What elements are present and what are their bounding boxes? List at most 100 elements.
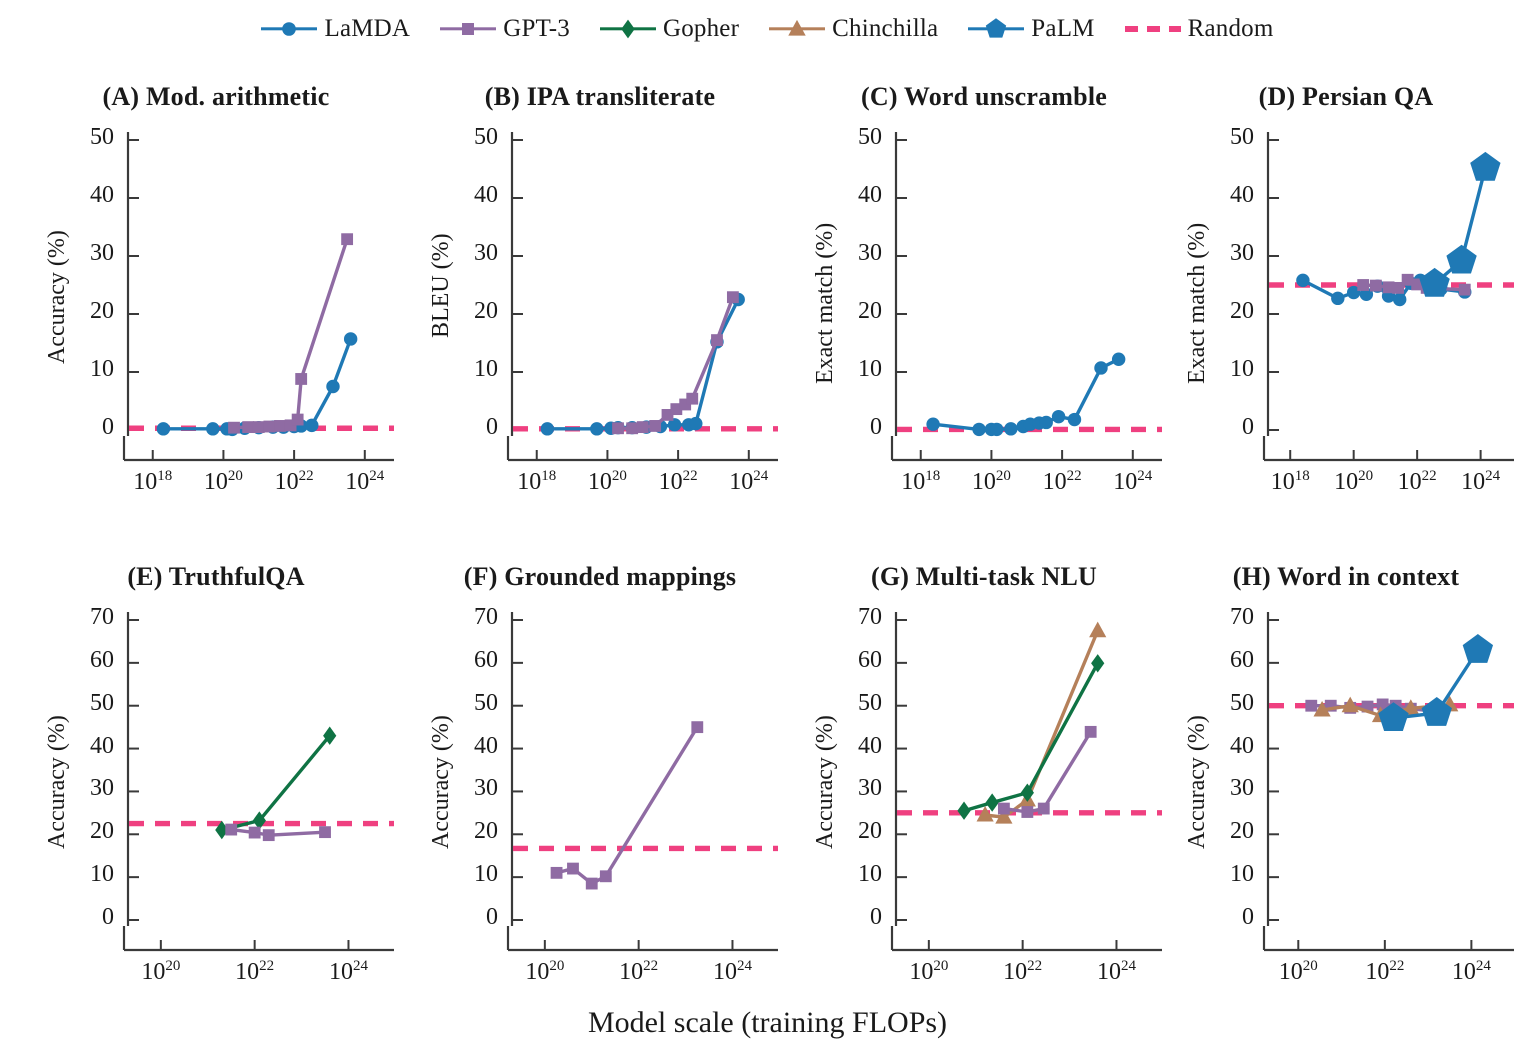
x-tick-label: 1022 — [274, 468, 314, 495]
y-tick-label: 20 — [1230, 298, 1254, 324]
legend-item-label: LaMDA — [324, 15, 411, 42]
x-tick-label: 1024 — [712, 958, 752, 985]
y-tick-label: 0 — [870, 414, 882, 440]
legend-item-gpt-3[interactable]: GPT-3 — [440, 15, 570, 43]
x-tick-label: 1024 — [1113, 468, 1153, 495]
series-gopher — [957, 654, 1105, 820]
panel-title: (E) TruthfulQA — [127, 562, 305, 591]
y-tick-label: 50 — [90, 124, 114, 150]
y-tick-label: 60 — [474, 646, 498, 673]
y-tick-label: 20 — [858, 818, 882, 845]
y-tick-label: 60 — [90, 646, 114, 673]
panel-plot-area — [1262, 132, 1514, 462]
panel-e: (E) TruthfulQA 0 10 20 30 40 50 60 70 1020 1022 102… — [20, 562, 412, 1002]
panel-ylabel: Accuracy (%) — [812, 715, 838, 850]
panel-a: (A) Mod. arithmetic 0 10 20 30 40 50 1018 1020 10… — [20, 82, 412, 507]
legend-item-palm[interactable]: PaLM — [968, 15, 1094, 43]
panel-title: (G) Multi-task NLU — [870, 562, 1098, 591]
panel-plot-area — [890, 612, 1162, 952]
series-lamda — [540, 292, 745, 436]
panel-ylabel: Accuracy (%) — [44, 715, 70, 850]
panel-ylabel: Accuracy (%) — [44, 230, 70, 365]
y-tick-label: 40 — [858, 182, 882, 208]
panel-b: (B) IPA transliterate 0 10 20 30 40 50 1018 1020… — [404, 82, 796, 507]
y-tick-label: 70 — [858, 604, 882, 630]
y-tick-label: 50 — [858, 689, 882, 716]
legend-item-chinchilla[interactable]: Chinchilla — [769, 15, 938, 43]
y-tick-label: 60 — [858, 646, 882, 673]
x-tick-label: 1020 — [971, 468, 1011, 495]
legend-item-label: Gopher — [662, 15, 740, 42]
pentagon-marker-icon — [968, 18, 1025, 40]
y-tick-label: 10 — [858, 356, 882, 382]
y-tick-label: 70 — [474, 604, 498, 630]
series-gpt-3 — [926, 352, 1126, 437]
y-tick-label: 20 — [1230, 818, 1254, 845]
y-tick-label: 10 — [90, 861, 114, 888]
x-tick-label: 1022 — [1042, 468, 1082, 495]
y-tick-label: 0 — [102, 414, 114, 440]
panel-plot-area — [1262, 612, 1514, 952]
panel-plot-area — [506, 612, 778, 952]
panel-ylabel: Exact match (%) — [1184, 222, 1210, 384]
y-tick-label: 60 — [1230, 646, 1254, 673]
panel-plot-area — [890, 132, 1162, 462]
y-tick-label: 10 — [474, 861, 498, 888]
y-tick-label: 20 — [858, 298, 882, 324]
y-tick-label: 30 — [474, 240, 498, 266]
x-tick-label: 1018 — [1270, 468, 1310, 495]
series-gpt-3 — [997, 725, 1097, 818]
series-palm — [1419, 151, 1501, 297]
x-tick-label: 1020 — [1334, 468, 1374, 495]
y-tick-label: 10 — [90, 356, 114, 382]
legend-item-label: Chinchilla — [832, 15, 939, 42]
y-tick-label: 30 — [90, 240, 114, 266]
x-tick-label: 1020 — [909, 958, 949, 985]
series-gpt-3 — [550, 721, 704, 890]
y-tick-label: 30 — [474, 775, 498, 802]
panel-g: (G) Multi-task NLU 0 10 20 30 40 50 60 70 1020 102… — [788, 562, 1180, 1002]
legend-item-random[interactable]: Random — [1124, 15, 1274, 43]
panel-f: (F) Grounded mappings 0 10 20 30 40 50 60 70 1020… — [404, 562, 796, 1002]
x-tick-label: 1024 — [1096, 958, 1136, 985]
x-tick-label: 1022 — [658, 468, 698, 495]
panel-plot-area — [506, 132, 778, 462]
y-tick-label: 0 — [102, 904, 114, 930]
x-tick-label: 1018 — [517, 468, 557, 495]
x-tick-label: 1024 — [328, 958, 368, 985]
y-tick-label: 0 — [486, 414, 498, 440]
series-gpt-3 — [225, 823, 331, 842]
legend-item-lamda[interactable]: LaMDA — [261, 15, 410, 43]
triangle-marker-icon — [769, 18, 826, 40]
circle-marker-icon — [261, 18, 318, 40]
panel-plot-area — [122, 132, 394, 462]
panel-grid: (A) Mod. arithmetic 0 10 20 30 40 50 1018 1020 10… — [0, 52, 1535, 1002]
series-palm — [1378, 634, 1494, 732]
y-tick-label: 70 — [1230, 604, 1254, 630]
y-tick-label: 20 — [474, 818, 498, 845]
panel-title: (H) Word in context — [1232, 562, 1460, 591]
panel-title: (B) IPA transliterate — [484, 82, 716, 111]
x-tick-label: 1020 — [525, 958, 565, 985]
y-tick-label: 40 — [474, 732, 498, 759]
figure-xaxis-title: Model scale (training FLOPs) — [587, 1006, 948, 1039]
y-tick-label: 40 — [90, 732, 114, 759]
y-tick-label: 10 — [1230, 861, 1254, 888]
y-tick-label: 30 — [1230, 775, 1254, 802]
y-tick-label: 40 — [1230, 732, 1254, 759]
legend-item-label: Random — [1187, 15, 1274, 42]
y-tick-label: 40 — [474, 182, 498, 208]
panel-d: (D) Persian QA 0 10 20 30 40 50 1018 1020 1022 102… — [1160, 82, 1532, 507]
x-tick-label: 1020 — [1278, 958, 1318, 985]
legend-item-label: GPT-3 — [503, 15, 570, 42]
legend-item-gopher[interactable]: Gopher — [599, 15, 740, 43]
x-tick-label: 1024 — [729, 468, 769, 495]
x-tick-label: 1020 — [587, 468, 627, 495]
y-tick-label: 20 — [474, 298, 498, 324]
diamond-marker-icon — [599, 18, 656, 40]
square-marker-icon — [440, 18, 497, 40]
x-tick-label: 1022 — [1003, 958, 1043, 985]
y-tick-label: 30 — [858, 240, 882, 266]
x-tick-label: 1022 — [1365, 958, 1405, 985]
y-tick-label: 70 — [90, 604, 114, 630]
